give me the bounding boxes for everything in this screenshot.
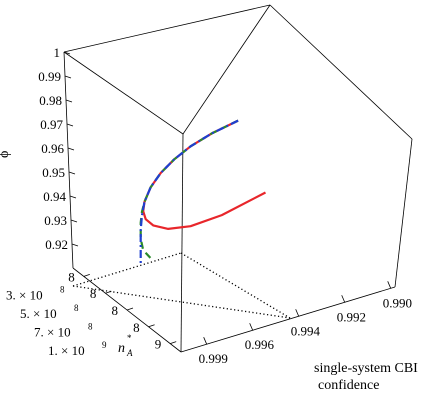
n-tick-label-exponent: 8 bbox=[88, 321, 93, 331]
n-tick-label: 1. × 10 bbox=[48, 343, 85, 358]
confidence-axis-label-line1: single-system CBI bbox=[314, 361, 418, 376]
n-tick-exponent: 8 bbox=[90, 286, 97, 301]
n-tick bbox=[83, 274, 90, 277]
bounding-box bbox=[63, 4, 413, 353]
n-tick-label-exponent: 8 bbox=[74, 303, 79, 313]
confidence-tick bbox=[295, 309, 300, 317]
z-tick bbox=[69, 195, 77, 199]
z-tick-label: 1 bbox=[54, 45, 61, 60]
confidence-tick bbox=[249, 323, 254, 331]
z-tick bbox=[63, 51, 71, 55]
box-edge bbox=[180, 133, 184, 353]
n-tick-label: 3. × 10 bbox=[6, 288, 43, 303]
n-tick-label: 5. × 10 bbox=[20, 306, 57, 321]
n-tick bbox=[105, 290, 112, 294]
z-tick-label: 0.96 bbox=[41, 141, 64, 156]
n-axis-label-sub: A bbox=[126, 348, 133, 358]
n-tick bbox=[148, 324, 155, 328]
n-tick bbox=[170, 341, 177, 344]
box-edge bbox=[182, 4, 271, 135]
confidence-tick bbox=[341, 295, 346, 303]
confidence-tick bbox=[387, 281, 392, 289]
box-edge bbox=[394, 138, 413, 288]
confidence-tick-label: 0.994 bbox=[291, 323, 321, 338]
series-group bbox=[139, 119, 267, 266]
z-tick bbox=[70, 219, 78, 223]
box-edge bbox=[63, 51, 184, 135]
z-tick bbox=[67, 147, 75, 151]
z-tick-label: 0.97 bbox=[40, 117, 63, 132]
projection-line bbox=[72, 252, 182, 287]
box-edge bbox=[63, 4, 271, 53]
n-axis-label: n bbox=[118, 341, 125, 356]
z-tick bbox=[65, 99, 73, 103]
n-axis-label-sup: * bbox=[127, 333, 132, 343]
z-tick-label: 0.99 bbox=[38, 69, 61, 84]
z-tick bbox=[66, 123, 74, 127]
box-edge bbox=[180, 286, 396, 353]
confidence-tick-label: 0.996 bbox=[245, 337, 275, 352]
z-axis: 1 0.99 0.98 0.97 0.96 0.95 0.94 0.93 0.92 bbox=[38, 45, 79, 252]
z-tick-label: 0.95 bbox=[42, 165, 65, 180]
z-tick-label: 0.92 bbox=[45, 237, 68, 252]
n-tick-exponent: 8 bbox=[68, 269, 75, 284]
axis-labels: ϕ n A * single-system CBI confidence bbox=[0, 151, 418, 393]
box-edge bbox=[63, 51, 74, 269]
confidence-axis-label-line2: confidence bbox=[318, 378, 379, 393]
n-tick-exponent: 9 bbox=[155, 337, 162, 352]
n-tick bbox=[126, 307, 134, 311]
box-edge bbox=[269, 4, 413, 140]
confidence-tick-label: 0.992 bbox=[337, 309, 366, 324]
z-tick bbox=[71, 243, 79, 247]
n-tick-label-exponent: 8 bbox=[60, 285, 65, 295]
n-tick-exponent: 8 bbox=[112, 303, 119, 318]
confidence-tick-label: 0.990 bbox=[383, 295, 412, 310]
n-tick-exponent: 8 bbox=[133, 320, 140, 335]
projection-lines bbox=[72, 252, 291, 319]
n-tick-label: 7. × 10 bbox=[34, 324, 71, 339]
projection-line bbox=[180, 252, 291, 319]
series-line-3 bbox=[139, 119, 239, 266]
series-line-2 bbox=[139, 119, 239, 259]
confidence-tick-label: 0.999 bbox=[199, 351, 228, 366]
z-tick-label: 0.93 bbox=[44, 213, 67, 228]
z-axis-label: ϕ bbox=[0, 151, 12, 158]
z-tick bbox=[68, 171, 76, 175]
n-tick-label-exponent: 9 bbox=[102, 340, 107, 350]
z-tick bbox=[64, 75, 72, 79]
confidence-axis: 0.999 0.996 0.994 0.992 0.990 bbox=[199, 281, 412, 366]
z-tick-label: 0.94 bbox=[43, 189, 66, 204]
confidence-tick bbox=[203, 337, 208, 345]
z-tick-label: 0.98 bbox=[39, 93, 62, 108]
